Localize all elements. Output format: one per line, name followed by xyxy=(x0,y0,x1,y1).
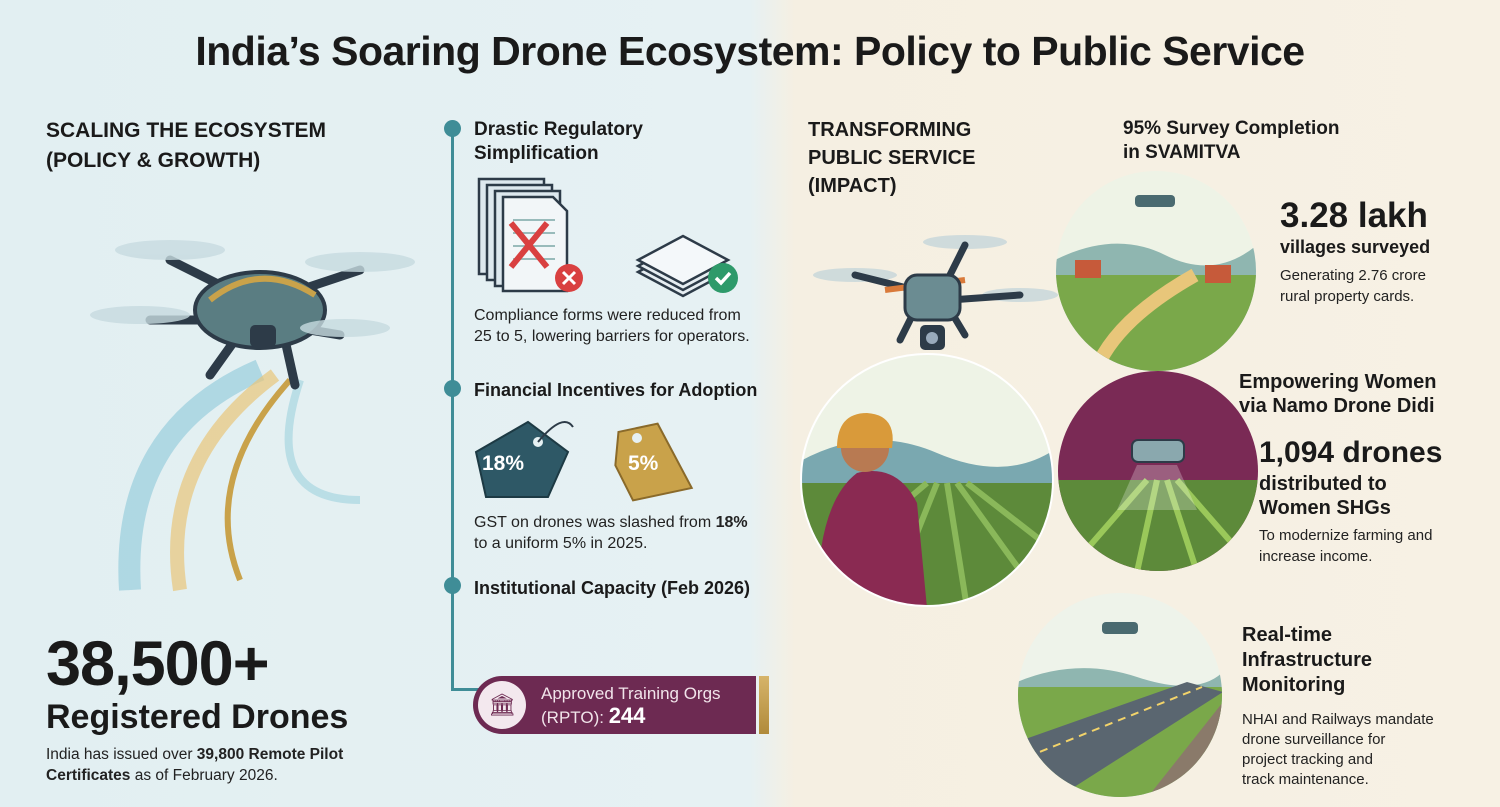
badge-prefix: (RPTO): xyxy=(541,708,609,727)
pilot-certificates-note: India has issued over 39,800 Remote Pilo… xyxy=(46,744,366,786)
text-line: drone surveillance for xyxy=(1242,731,1386,748)
infrastructure-text: NHAI and Railways mandate drone surveill… xyxy=(1242,710,1434,790)
svamitva-village-illustration xyxy=(1056,171,1256,371)
text-line: GST on drones was slashed from xyxy=(474,514,716,531)
heading-line: Monitoring xyxy=(1242,674,1346,696)
badge-line: Approved Training Orgs xyxy=(541,684,721,703)
timeline-connector xyxy=(451,688,481,691)
left-section-title-line: (POLICY & GROWTH) xyxy=(46,149,261,172)
drone-illustration xyxy=(90,240,415,592)
building-icon: 🏛 xyxy=(478,681,526,729)
drones-distributed-value: 1,094 drones xyxy=(1259,436,1443,469)
farmer-woman-illustration xyxy=(800,353,1054,607)
price-tag-5-icon xyxy=(614,422,694,502)
text-bold: 18% xyxy=(715,514,748,531)
few-forms-check-icon xyxy=(635,234,738,298)
heading-line: 95% Survey Completion xyxy=(1123,118,1340,139)
right-section-title-line: PUBLIC SERVICE xyxy=(808,147,976,169)
financial-heading: Financial Incentives for Adoption xyxy=(474,380,758,400)
heading-line: Simplification xyxy=(474,143,599,164)
right-section-title-line: TRANSFORMING xyxy=(808,119,972,141)
text-line: Compliance forms were reduced from xyxy=(474,307,741,324)
text-line: increase income. xyxy=(1259,548,1373,565)
heading-line: Empowering Women xyxy=(1239,371,1437,393)
timeline-dot xyxy=(444,577,461,594)
right-section-title-line: (IMPACT) xyxy=(808,175,897,197)
rpto-text: Approved Training Orgs (RPTO): 244 xyxy=(541,683,721,729)
text-line: To modernize farming and xyxy=(1259,527,1433,544)
text-line: Generating 2.76 crore xyxy=(1280,267,1426,284)
price-tag-18-icon xyxy=(474,420,574,498)
left-section-title: SCALING THE ECOSYSTEM (POLICY & GROWTH) xyxy=(46,116,326,176)
label-line: Women SHGs xyxy=(1259,497,1391,519)
villages-surveyed-label: villages surveyed xyxy=(1280,237,1431,257)
rpto-badge: 🏛 Approved Training Orgs (RPTO): 244 xyxy=(473,676,756,734)
note-text: as of February 2026. xyxy=(130,767,278,784)
institutional-heading: Institutional Capacity (Feb 2026) xyxy=(474,578,751,598)
property-cards-text: Generating 2.76 crore rural property car… xyxy=(1280,265,1426,307)
label-line: distributed to xyxy=(1259,473,1387,495)
svamitva-heading: 95% Survey Completion in SVAMITVA xyxy=(1123,117,1339,165)
namo-drone-didi-illustration xyxy=(1058,371,1258,571)
text-line: 25 to 5, lowering barriers for operators… xyxy=(474,328,750,345)
right-section-title: TRANSFORMING PUBLIC SERVICE (IMPACT) xyxy=(808,116,975,200)
note-text: India has issued over xyxy=(46,746,197,763)
registered-drones-label: Registered Drones xyxy=(46,698,349,736)
villages-surveyed-value: 3.28 lakh xyxy=(1280,196,1428,235)
note-bold: 39,800 Remote Pilot Certificates xyxy=(46,746,344,784)
text-line: to a uniform 5% in 2025. xyxy=(474,535,648,552)
heading-line: via Namo Drone Didi xyxy=(1239,395,1435,417)
timeline-line xyxy=(451,130,454,690)
rpto-count: 244 xyxy=(608,703,646,728)
infrastructure-heading: Real-time Infrastructure Monitoring xyxy=(1242,623,1372,698)
financial-text: GST on drones was slashed from 18% to a … xyxy=(474,512,748,554)
heading-line: Infrastructure xyxy=(1242,649,1373,671)
many-forms-crossed-icon xyxy=(477,177,583,293)
gold-accent-bar xyxy=(759,676,769,734)
timeline-dot xyxy=(444,120,461,137)
survey-drone-illustration xyxy=(813,235,1058,350)
text-line: project tracking and xyxy=(1242,751,1373,768)
heading-line: Drastic Regulatory xyxy=(474,119,643,140)
drones-distributed-label: distributed to Women SHGs xyxy=(1259,472,1391,520)
tag-old-rate: 18% xyxy=(482,452,525,475)
registered-drones-value: 38,500+ xyxy=(46,629,269,699)
text-line: track maintenance. xyxy=(1242,771,1369,788)
namo-drone-didi-heading: Empowering Women via Namo Drone Didi xyxy=(1239,370,1436,418)
infrastructure-monitoring-illustration xyxy=(1018,593,1222,797)
heading-line: in SVAMITVA xyxy=(1123,142,1241,163)
text-line: NHAI and Railways mandate xyxy=(1242,711,1434,728)
women-text: To modernize farming and increase income… xyxy=(1259,525,1432,567)
regulatory-text: Compliance forms were reduced from 25 to… xyxy=(474,305,750,347)
left-section-title-line: SCALING THE ECOSYSTEM xyxy=(46,119,327,142)
regulatory-heading: Drastic Regulatory Simplification xyxy=(474,118,643,166)
heading-line: Real-time xyxy=(1242,624,1333,646)
page-title: India’s Soaring Drone Ecosystem: Policy … xyxy=(195,28,1305,74)
text-line: rural property cards. xyxy=(1280,288,1415,305)
tag-new-rate: 5% xyxy=(628,452,659,475)
timeline-dot xyxy=(444,380,461,397)
